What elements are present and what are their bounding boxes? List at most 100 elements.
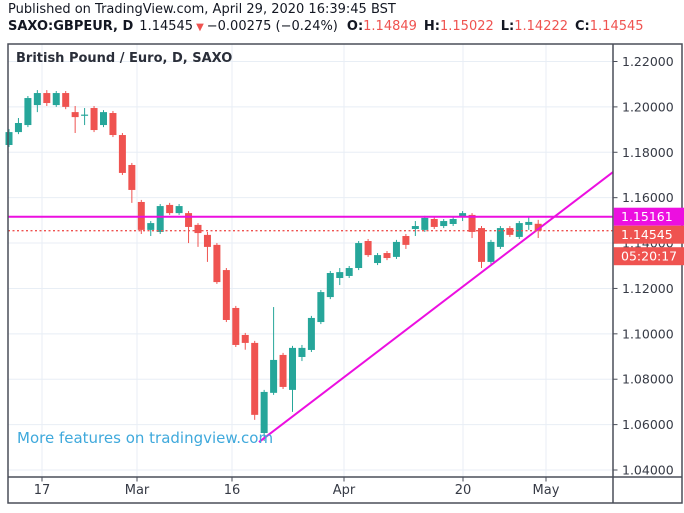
- candle-body: [468, 214, 476, 232]
- time-axis-label: Mar: [125, 483, 150, 498]
- candle-body: [317, 292, 325, 323]
- open-label: O:: [346, 19, 364, 34]
- time-axis-label: May: [533, 483, 560, 498]
- candle-body: [81, 114, 89, 116]
- candle-body: [118, 135, 126, 173]
- candle-body: [194, 224, 202, 234]
- ohlc-close: C:1.14545: [575, 19, 644, 34]
- candle-body: [355, 243, 363, 269]
- candle-body: [109, 113, 117, 136]
- candle-body: [100, 112, 107, 126]
- price-axis-label: 1.10000: [622, 326, 674, 341]
- candle-body: [175, 206, 183, 214]
- candle-body: [14, 123, 22, 133]
- chart-frame: [7, 43, 683, 504]
- candle-body: [52, 93, 60, 106]
- low-label: L:: [500, 19, 515, 34]
- candle-body: [241, 334, 249, 343]
- price-change: −0.00275 (−0.24%): [206, 19, 338, 34]
- candle-body: [307, 317, 315, 350]
- candle-body: [260, 391, 268, 434]
- open-value: 1.14849: [363, 19, 417, 34]
- high-label: H:: [423, 19, 440, 34]
- candle-body: [270, 359, 278, 393]
- ohlc-high: H:1.15022: [424, 19, 494, 34]
- ohlc-low: L:1.14222: [501, 19, 568, 34]
- price-axis-label: 1.22000: [622, 54, 674, 69]
- time-axis-label: Apr: [333, 483, 356, 498]
- candle-body: [515, 223, 523, 237]
- candle-body: [156, 206, 164, 232]
- resistance-price-badge-text: 1.15161: [621, 209, 673, 224]
- high-value: 1.15022: [440, 19, 494, 34]
- countdown-badge-text: 05:20:17: [621, 248, 677, 263]
- time-axis-label: 20: [455, 483, 472, 498]
- price-axis-label: 1.08000: [622, 372, 674, 387]
- candle-body: [166, 204, 174, 214]
- candle-body: [364, 241, 372, 256]
- price-axis-label: 1.12000: [622, 281, 674, 296]
- price-axis-label: 1.18000: [622, 145, 674, 160]
- candle-body: [43, 93, 51, 104]
- price-axis-label: 1.06000: [622, 417, 674, 432]
- candle-body: [383, 253, 391, 259]
- down-arrow-icon: ▼: [196, 22, 204, 33]
- candle-body: [298, 347, 306, 357]
- candle-body: [24, 98, 32, 126]
- candle-body: [402, 236, 410, 245]
- candle-body: [345, 268, 353, 276]
- candle-body: [392, 241, 400, 257]
- candle-body: [326, 273, 334, 298]
- candle-body: [33, 93, 41, 106]
- candle-body: [203, 234, 211, 247]
- candle-body: [525, 221, 533, 225]
- price-axis-label: 1.20000: [622, 99, 674, 114]
- candle-body: [279, 354, 287, 387]
- last-price-badge: [613, 225, 684, 244]
- candle-body: [430, 218, 438, 227]
- last-price: 1.14545: [139, 19, 194, 34]
- header: Published on TradingView.com, April 29, …: [8, 2, 651, 36]
- candle-body: [496, 228, 504, 247]
- candle-body: [222, 270, 230, 320]
- ticker-symbol: SAXO:GBPEUR, D: [8, 19, 134, 34]
- candle-body: [440, 221, 448, 227]
- candle-body: [289, 347, 296, 390]
- candle-body: [5, 132, 13, 146]
- close-label: C:: [575, 19, 590, 34]
- price-axis-label: 1.04000: [622, 463, 674, 478]
- candle-body: [185, 213, 193, 227]
- candle-body: [128, 164, 136, 190]
- resistance-price-badge: [613, 207, 684, 226]
- candle-body: [506, 228, 514, 235]
- ticker-line: SAXO:GBPEUR, D 1.14545 ▼ −0.00275 (−0.24%) O…: [8, 19, 651, 36]
- candle-body: [232, 307, 240, 345]
- candle-body: [90, 108, 98, 131]
- time-axis-label: 16: [224, 483, 241, 498]
- chart-pane[interactable]: [8, 44, 613, 477]
- ohlc-open: O:1.14849: [347, 19, 417, 34]
- countdown-badge: [613, 247, 684, 266]
- candle-body: [459, 213, 467, 217]
- price-axis-label: 1.16000: [622, 190, 674, 205]
- published-line: Published on TradingView.com, April 29, …: [8, 2, 396, 17]
- candle-body: [534, 223, 542, 231]
- candle-body: [421, 217, 429, 230]
- candle-body: [251, 342, 259, 415]
- candle-body: [71, 112, 79, 118]
- watermark-link[interactable]: More features on tradingview.com: [17, 429, 274, 447]
- candle-body: [147, 223, 155, 230]
- candle-body: [487, 241, 495, 262]
- time-axis-label: 17: [34, 483, 51, 498]
- candle-body: [213, 244, 221, 283]
- candle-body: [478, 228, 485, 262]
- close-value: 1.14545: [589, 19, 644, 34]
- candle-body: [62, 93, 70, 107]
- chart-title: British Pound / Euro, D, SAXO: [16, 51, 233, 66]
- low-value: 1.14222: [514, 19, 569, 34]
- candle-body: [411, 226, 419, 229]
- candle-body: [374, 255, 382, 264]
- candle-body: [449, 218, 457, 224]
- last-price-badge-text: 1.14545: [621, 227, 673, 242]
